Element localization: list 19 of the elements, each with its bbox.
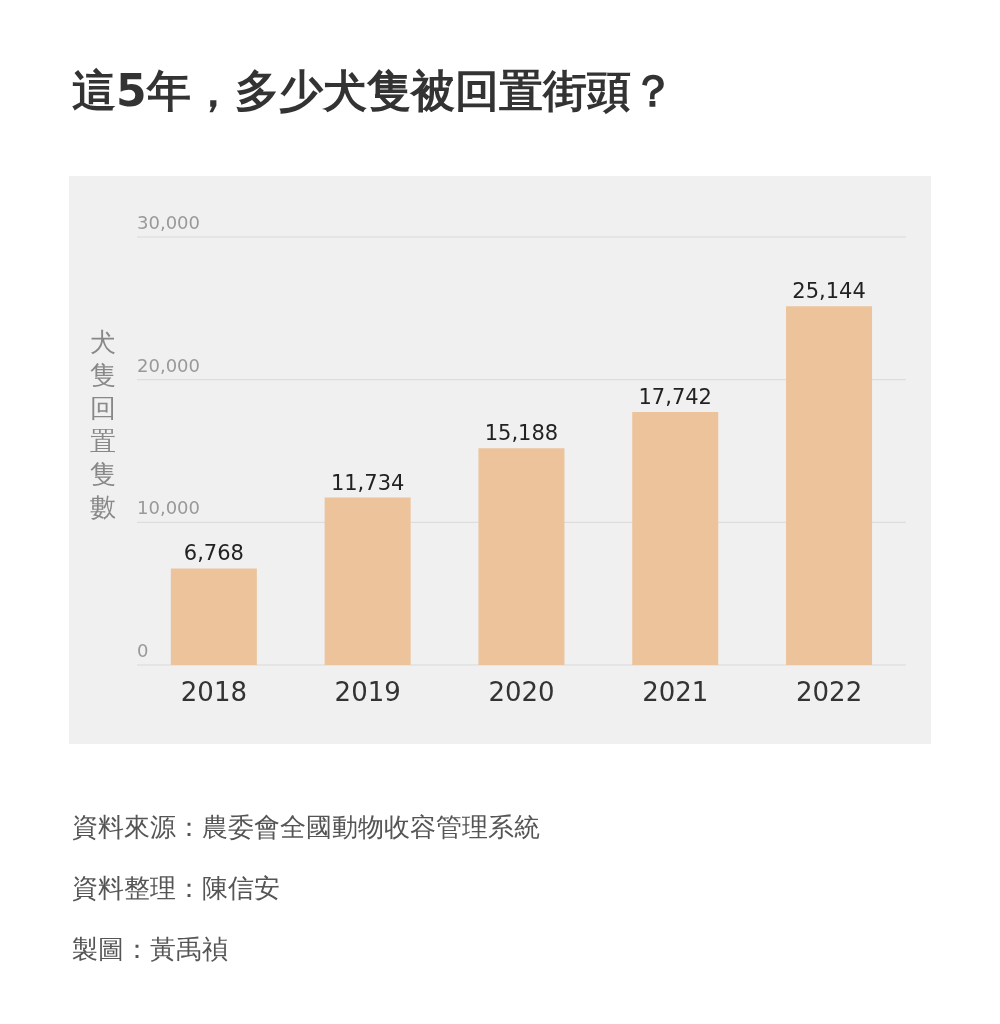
x-tick-label: 2020	[488, 677, 555, 708]
text: 製圖：黃禹禎	[72, 933, 228, 966]
text: 資料整理：陳信安	[72, 872, 280, 905]
chart-title: 這5年，多少犬隻被回置街頭？	[72, 64, 675, 118]
y-tick-label: 30,000	[137, 212, 200, 233]
data-label: 25,144	[792, 279, 866, 304]
y-tick-label: 10,000	[137, 497, 200, 519]
y-tick-label: 0	[137, 640, 149, 661]
y-axis-title: 犬隻回置隻數	[89, 326, 117, 524]
x-tick-label: 2022	[796, 677, 863, 708]
x-tick-label: 2019	[334, 677, 401, 708]
x-tick-label: 2018	[180, 677, 247, 708]
source-note: 資料來源：農委會全國動物收容管理系統	[72, 811, 540, 844]
data-label: 17,742	[638, 384, 712, 409]
data-label: 11,734	[330, 470, 405, 495]
data-label: 6,768	[183, 541, 244, 566]
data-label: 15,188	[484, 421, 559, 446]
y-tick-label: 20,000	[137, 354, 200, 376]
x-tick-label: 2021	[642, 677, 709, 708]
